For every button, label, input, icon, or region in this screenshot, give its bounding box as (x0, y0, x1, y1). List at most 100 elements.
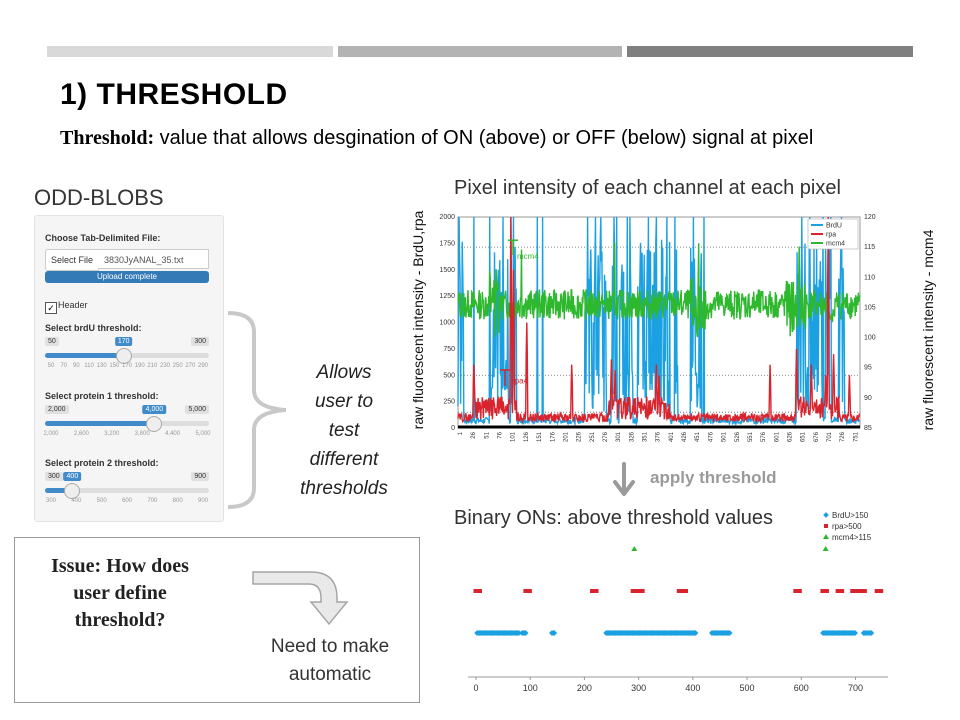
y-right-tick-label: 115 (864, 244, 875, 251)
rpa-on-point (835, 589, 841, 593)
x-tick-label: 600 (794, 683, 809, 693)
protein1-threshold-slider[interactable]: 2,000 5,000 4,000 2,000 2,600 3,200 3,800 4,… (43, 405, 211, 465)
slider-tick-label: 2,000 (43, 431, 59, 437)
x-tick-label: 751 (853, 431, 859, 442)
slider-tick-label: 500 (96, 498, 107, 504)
y-left-tick-label: 1250 (439, 293, 455, 300)
rpa-on-point (590, 589, 596, 593)
issue-line: threshold? (74, 609, 166, 631)
rpa-on-point (683, 589, 688, 593)
y-right-tick-label: 85 (864, 425, 872, 432)
legend-label: BrdU>150 (832, 511, 869, 520)
legend-swatch (823, 512, 829, 518)
slider-handle[interactable] (64, 483, 81, 499)
slider-fill (45, 353, 124, 358)
brdu-threshold-label: Select brdU threshold: (45, 323, 142, 333)
brdu-on-point (868, 630, 875, 636)
slider-tick-label: 110 (84, 363, 94, 369)
rpa-on-point (639, 589, 645, 593)
slider-fill (45, 488, 73, 493)
y-left-tick-label: 250 (443, 399, 455, 406)
slider-tick-label: 90 (72, 363, 80, 369)
x-tick-label: 601 (774, 431, 780, 442)
slider-tick-label: 230 (159, 363, 171, 369)
x-tick-label: 501 (722, 431, 728, 442)
legend-label: BrdU (826, 223, 842, 230)
slider-track[interactable] (45, 488, 209, 493)
slider-tick-label: 700 (147, 498, 158, 504)
brdu-threshold-slider[interactable]: 50 300 170 50 70 90 110 130 150 170 190 210 230 25… (45, 337, 209, 397)
brdu-on-point (515, 630, 522, 636)
slider-tick-label: 400 (71, 498, 82, 504)
legend-label: mcm4>115 (832, 533, 872, 542)
brdu-on-point (852, 630, 858, 636)
slider-min: 2,000 (45, 405, 69, 414)
protein2-threshold-slider[interactable]: 300 900 400 300 400 500 600 700 800 900 (45, 472, 209, 532)
slider-min: 300 (45, 472, 63, 481)
select-file-button[interactable]: Select File (45, 249, 99, 271)
slider-tick-label: 170 (121, 363, 133, 369)
intensity-y-right-label: raw fluorescent intensity - mcm4 (920, 229, 936, 431)
header-checkbox[interactable]: ✓ (45, 302, 57, 314)
slider-ticks: 50 70 90 110 130 150 170 190 210 230 250 270 290 (45, 363, 209, 375)
x-tick-label: 51 (484, 431, 490, 438)
protein1-threshold-label: Select protein 1 threshold: (45, 391, 159, 401)
rpa-on-point (839, 589, 845, 593)
slider-max: 900 (191, 472, 209, 481)
mcm4-series-line (457, 242, 861, 338)
x-tick-label: 176 (550, 431, 556, 442)
slider-value: 170 (114, 337, 133, 346)
x-tick-label: 576 (761, 431, 767, 442)
allows-line: test (328, 420, 360, 441)
y-left-tick-label: 2000 (439, 214, 455, 221)
app-title: ODD-BLOBS (34, 185, 164, 210)
x-tick-label: 100 (523, 683, 538, 693)
file-name-field[interactable]: 3830JyANAL_35.txt (98, 249, 209, 269)
rpa-on-point (861, 589, 867, 593)
x-tick-label: 400 (685, 683, 700, 693)
x-tick-label: 0 (473, 683, 478, 693)
upload-progress-bar: Upload complete (45, 271, 209, 283)
slider-tick-label: 70 (60, 363, 67, 369)
app-panel: Choose Tab-Delimited File: Select File 3… (34, 215, 224, 522)
x-tick-label: 201 (563, 431, 569, 442)
slider-tick-label: 290 (197, 363, 209, 369)
x-tick-label: 426 (682, 431, 688, 442)
slider-handle[interactable] (115, 348, 132, 364)
y-right-tick-label: 100 (864, 335, 876, 342)
rpa-on-point (796, 589, 802, 593)
slider-ticks: 300 400 500 600 700 800 900 (45, 498, 209, 510)
slider-tick-label: 210 (147, 363, 158, 369)
x-tick-label: 401 (669, 431, 675, 442)
x-tick-label: 200 (577, 683, 592, 693)
curved-arrow-icon (252, 571, 349, 626)
slider-tick-label: 600 (121, 498, 133, 504)
slider-tick-label: 190 (134, 363, 145, 369)
brdu-on-point (522, 630, 529, 636)
x-tick-label: 151 (537, 431, 543, 442)
x-tick-label: 476 (708, 431, 714, 442)
header-bar-medium (338, 46, 622, 57)
rpa-on-point (473, 589, 479, 593)
rpa-on-point (793, 589, 799, 593)
file-label: Choose Tab-Delimited File: (45, 233, 161, 243)
slider-value: 4,000 (142, 405, 167, 414)
down-arrow-icon (613, 462, 635, 496)
x-tick-label: 26 (471, 431, 477, 438)
y-left-tick-label: 750 (443, 346, 455, 353)
rpa-on-point (850, 589, 856, 593)
mcm4-on-point (822, 546, 829, 551)
brdu-on-point (726, 630, 733, 636)
slider-tick-label: 300 (45, 498, 57, 504)
x-tick-label: 1 (458, 431, 464, 435)
allows-annotation: Allows user to test different thresholds (292, 358, 396, 503)
slider-handle[interactable] (146, 416, 163, 432)
x-tick-label: 251 (590, 431, 596, 442)
intensity-y-left-label: raw fluorescent intensity - BrdU,rpa (410, 210, 426, 430)
header-bar-light (47, 46, 333, 57)
slider-tick-label: 130 (96, 363, 107, 369)
slider-tick-label: 250 (172, 363, 183, 369)
binary-chart: 0 100 200 300 400 500 600 700 BrdU>150 rpa>500 mcm… (468, 511, 888, 693)
brdu-on-point (551, 630, 558, 636)
header-bar-dark (627, 46, 913, 57)
